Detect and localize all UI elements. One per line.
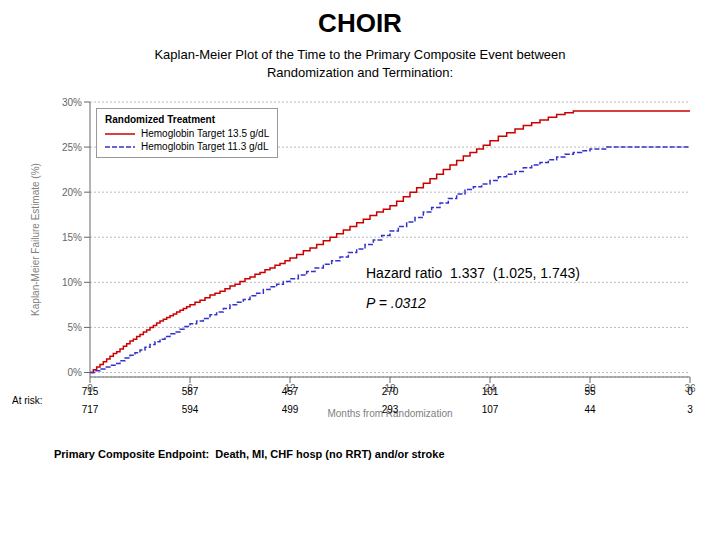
svg-text:15%: 15% bbox=[62, 232, 82, 243]
svg-text:10%: 10% bbox=[62, 277, 82, 288]
svg-text:5%: 5% bbox=[68, 322, 83, 333]
svg-text:20%: 20% bbox=[62, 187, 82, 198]
svg-text:30%: 30% bbox=[62, 97, 82, 108]
svg-text:25%: 25% bbox=[62, 142, 82, 153]
svg-text:Kaplan-Meier Failure Estimate: Kaplan-Meier Failure Estimate (%) bbox=[30, 163, 41, 316]
svg-text:0%: 0% bbox=[68, 367, 83, 378]
